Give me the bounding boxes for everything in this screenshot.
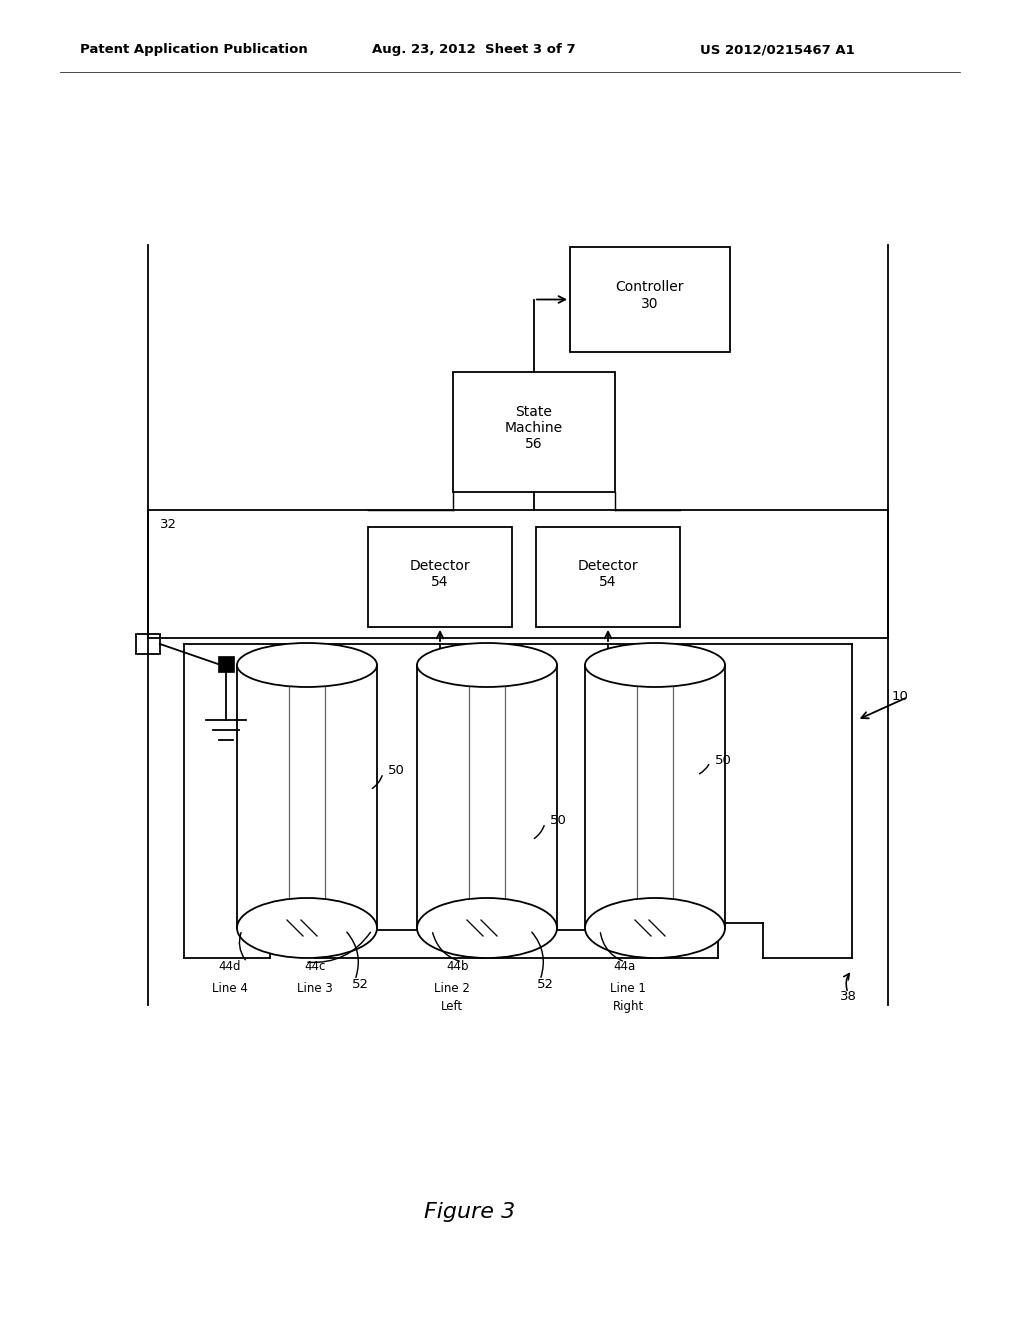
Text: 52: 52 [351,978,369,991]
Text: 32: 32 [160,517,177,531]
Bar [453,372,615,492]
Text: 44c: 44c [304,960,326,973]
Text: 10: 10 [892,690,909,704]
Text: 50: 50 [550,813,567,826]
Text: 52: 52 [537,978,554,991]
Text: 50: 50 [388,763,404,776]
Text: Controller
30: Controller 30 [615,280,684,310]
Text: 38: 38 [840,990,857,1003]
Bar [136,634,160,653]
Ellipse shape [585,643,725,686]
Text: Figure 3: Figure 3 [424,1203,516,1222]
Bar [218,656,234,672]
Text: Patent Application Publication: Patent Application Publication [80,44,308,57]
Ellipse shape [417,898,557,958]
Ellipse shape [237,898,377,958]
Text: Line 4: Line 4 [212,982,248,995]
Ellipse shape [417,643,557,686]
Text: Line 3: Line 3 [297,982,333,995]
Text: Line 1: Line 1 [610,982,646,995]
Text: Left: Left [441,1001,463,1012]
Text: Aug. 23, 2012  Sheet 3 of 7: Aug. 23, 2012 Sheet 3 of 7 [372,44,575,57]
Text: 50: 50 [715,754,732,767]
Text: Line 2: Line 2 [434,982,470,995]
Bar [368,527,512,627]
Bar [570,247,730,352]
Text: Right: Right [612,1001,644,1012]
Text: 44d: 44d [219,960,242,973]
Text: US 2012/0215467 A1: US 2012/0215467 A1 [700,44,855,57]
Text: State
Machine
56: State Machine 56 [505,405,563,451]
Text: Detector
54: Detector 54 [410,558,470,589]
Ellipse shape [585,898,725,958]
Text: 44b: 44b [446,960,469,973]
Ellipse shape [237,643,377,686]
Text: Detector
54: Detector 54 [578,558,638,589]
Bar [536,527,680,627]
Text: 44a: 44a [613,960,636,973]
